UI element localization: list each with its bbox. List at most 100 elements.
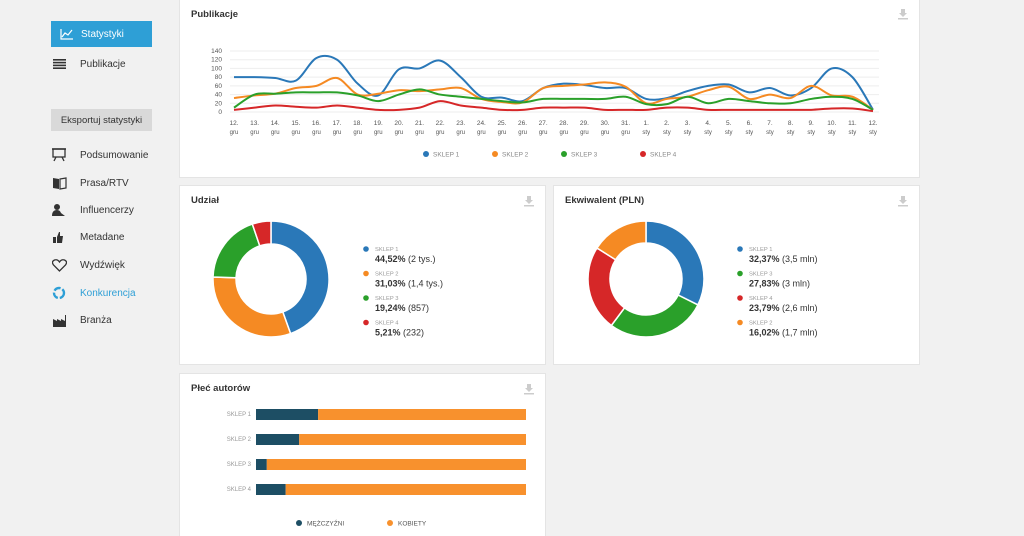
x-tick-label: gru <box>580 130 589 136</box>
x-tick-label: sty <box>787 130 795 136</box>
legend-marker <box>363 319 369 326</box>
legend-label: SKLEP 4 <box>749 296 773 302</box>
legend-label: SKLEP 3 <box>749 272 772 278</box>
x-tick-label: 2. <box>664 120 670 127</box>
series-line-4 <box>233 100 874 113</box>
x-tick-label: sty <box>725 130 733 136</box>
bar-segment[interactable] <box>285 484 526 495</box>
nav-metadane[interactable]: Metadane <box>51 224 124 250</box>
legend-item[interactable]: SKLEP 1 <box>423 151 460 159</box>
bar-segment[interactable] <box>256 459 267 470</box>
bar-segment[interactable] <box>318 409 526 420</box>
nav-branza-label: Branża <box>80 314 112 326</box>
publikacje-title: Publikacje <box>191 9 238 20</box>
nav-konkurencja[interactable]: Konkurencja <box>51 280 136 306</box>
x-tick-label: sty <box>684 130 692 136</box>
bar-segment[interactable] <box>256 409 319 420</box>
legend-label: SKLEP 2 <box>375 272 398 278</box>
bar-category-label: SKLEP 3 <box>227 462 252 468</box>
ekwiwalent-panel: Ekwiwalent (PLN) SKLEP 1 32,37% (3,5 mln)… <box>553 185 920 365</box>
x-tick-label: 20. <box>394 120 403 127</box>
nav-wydzwiek[interactable]: Wydźwięk <box>51 252 125 278</box>
legend-item[interactable]: SKLEP 3 <box>561 151 598 159</box>
udzial-donut-chart: SKLEP 144,52% (2 tys.) SKLEP 231,03% (1,4… <box>212 220 443 338</box>
nav-podsumowanie-label: Podsumowanie <box>80 149 149 161</box>
nav-statystyki[interactable]: Statystyki <box>51 21 152 47</box>
nav-publikacje[interactable]: Publikacje <box>51 51 126 77</box>
factory-icon <box>51 312 67 328</box>
legend-marker <box>363 295 369 301</box>
nav-statystyki-label: Statystyki <box>81 28 124 40</box>
x-tick-label: 7. <box>767 120 773 127</box>
legend-item[interactable]: SKLEP 4 <box>640 151 677 159</box>
x-tick-label: gru <box>333 130 342 136</box>
legend-label: SKLEP 4 <box>650 152 677 159</box>
x-tick-label: gru <box>601 130 610 136</box>
legend-label: SKLEP 2 <box>502 152 529 159</box>
x-tick-label: gru <box>518 130 527 136</box>
download-icon[interactable] <box>897 8 909 20</box>
x-tick-label: sty <box>807 130 815 136</box>
bar-segment[interactable] <box>299 434 526 445</box>
legend-label: KOBIETY <box>398 521 427 528</box>
legend-value: 31,03% (1,4 tys.) <box>375 279 443 289</box>
nav-branza[interactable]: Branża <box>51 307 112 333</box>
legend-value: 16,02% (1,7 mln) <box>749 328 818 338</box>
pie-slice[interactable] <box>251 220 272 247</box>
download-icon[interactable] <box>523 195 535 207</box>
legend-label: SKLEP 1 <box>433 152 460 159</box>
bar-category-label: SKLEP 4 <box>227 487 252 493</box>
legend-label: SKLEP 3 <box>375 296 398 302</box>
x-tick-label: gru <box>230 130 239 136</box>
download-icon[interactable] <box>897 195 909 207</box>
pie-slice[interactable] <box>610 294 699 338</box>
legend-label: SKLEP 3 <box>571 152 598 159</box>
x-tick-label: sty <box>849 130 857 136</box>
nav-influencerzy[interactable]: Influencerzy <box>51 197 134 223</box>
legend-label: MĘŻCZYŹNI <box>307 519 344 528</box>
x-tick-label: gru <box>292 130 301 136</box>
bar-category-label: SKLEP 2 <box>227 437 252 443</box>
pie-slice[interactable] <box>645 220 705 306</box>
legend-label: SKLEP 2 <box>749 321 772 327</box>
plec-panel: Płeć autorów SKLEP 1 SKLEP 2 SKLEP 3 SKLEP … <box>179 373 546 536</box>
legend-marker <box>296 520 302 526</box>
x-tick-label: 19. <box>374 120 383 127</box>
bar-segment[interactable] <box>266 459 526 470</box>
x-tick-label: gru <box>477 130 486 136</box>
pie-slice[interactable] <box>595 220 647 261</box>
plec-bar-chart: SKLEP 1 SKLEP 2 SKLEP 3 SKLEP 4 MĘŻCZYŹNI KOB… <box>227 409 526 528</box>
export-stats-button[interactable]: Eksportuj statystyki <box>51 109 152 131</box>
y-tick-label: 140 <box>211 48 222 55</box>
pie-slice[interactable] <box>270 220 330 335</box>
legend-item[interactable]: SKLEP 2 <box>492 151 529 159</box>
x-tick-label: gru <box>621 130 630 136</box>
bar-segment[interactable] <box>256 484 286 495</box>
x-tick-label: 12. <box>229 120 238 127</box>
x-tick-label: sty <box>704 130 712 136</box>
x-tick-label: gru <box>436 130 445 136</box>
download-icon[interactable] <box>523 383 535 395</box>
pie-slice[interactable] <box>212 223 261 279</box>
nav-influencerzy-label: Influencerzy <box>80 204 134 216</box>
nav-podsumowanie[interactable]: Podsumowanie <box>51 142 148 168</box>
legend-marker <box>640 151 646 157</box>
bar-segment[interactable] <box>256 434 300 445</box>
nav-prasa[interactable]: Prasa/RTV <box>51 170 129 196</box>
x-tick-label: gru <box>250 130 259 136</box>
x-tick-label: 24. <box>477 120 486 127</box>
x-tick-label: 12. <box>868 120 877 127</box>
pie-slice[interactable] <box>587 246 626 327</box>
x-tick-label: 6. <box>747 120 753 127</box>
presentation-icon <box>51 147 67 163</box>
legend-marker <box>737 319 743 326</box>
series-line-1 <box>233 54 874 111</box>
sidebar: Statystyki Publikacje Eksportuj statysty… <box>0 0 170 536</box>
x-tick-label: 29. <box>580 120 589 127</box>
series-line-3 <box>233 88 874 111</box>
legend-value: 5,21% (232) <box>375 328 424 338</box>
x-tick-label: gru <box>559 130 568 136</box>
x-tick-label: gru <box>395 130 404 136</box>
pie-slice[interactable] <box>212 276 292 338</box>
legend-label: SKLEP 1 <box>749 247 772 253</box>
